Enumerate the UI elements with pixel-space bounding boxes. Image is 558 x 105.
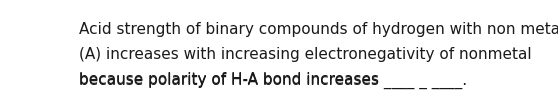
Text: Acid strength of binary compounds of hydrogen with non metal: Acid strength of binary compounds of hyd… [79, 22, 558, 37]
Text: because polarity of H-A bond increases: because polarity of H-A bond increases [79, 72, 384, 87]
Text: because polarity of H-A bond increases ____ _ ____.: because polarity of H-A bond increases _… [79, 72, 468, 89]
Text: (A) increases with increasing electronegativity of nonmetal: (A) increases with increasing electroneg… [79, 47, 532, 62]
